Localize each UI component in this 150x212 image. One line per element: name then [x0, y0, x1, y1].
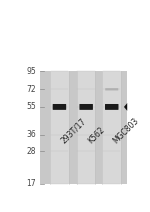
Text: 17: 17	[27, 179, 36, 188]
FancyBboxPatch shape	[105, 88, 118, 91]
Bar	[102, 71, 121, 184]
Text: K562: K562	[86, 125, 106, 145]
Bar	[40, 71, 127, 184]
FancyBboxPatch shape	[80, 104, 93, 110]
Text: 72: 72	[27, 85, 36, 94]
Text: 55: 55	[26, 102, 36, 112]
Text: 95: 95	[26, 67, 36, 76]
Polygon shape	[124, 103, 127, 111]
Text: 28: 28	[27, 147, 36, 156]
Text: 36: 36	[26, 130, 36, 139]
FancyBboxPatch shape	[53, 104, 66, 110]
Text: MGC803: MGC803	[112, 116, 141, 145]
Text: 293T/17: 293T/17	[59, 117, 88, 145]
FancyBboxPatch shape	[105, 104, 119, 110]
Bar	[50, 71, 69, 184]
Bar	[77, 71, 95, 184]
